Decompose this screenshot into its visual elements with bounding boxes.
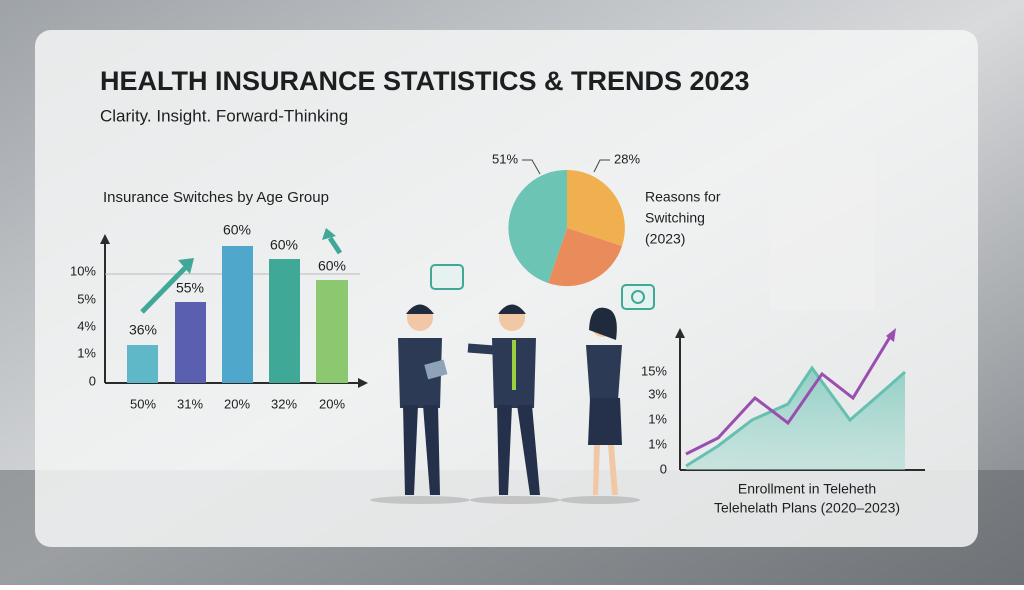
y-label: 3% — [648, 386, 667, 401]
pie-slice — [508, 169, 567, 283]
y-label: 0 — [89, 373, 96, 388]
line-caption: Enrollment in Teleheth — [738, 481, 876, 497]
y-label: 5% — [77, 291, 96, 306]
pie-label: 51% — [492, 151, 518, 166]
purple-line — [685, 331, 895, 456]
trend-arrows — [140, 228, 343, 314]
y-label: 0 — [660, 461, 667, 476]
x-label: 20% — [224, 396, 250, 411]
pie-slice — [567, 170, 625, 246]
y-label: 4% — [77, 318, 96, 333]
pie-slice — [548, 228, 622, 287]
x-label: 50% — [130, 396, 156, 411]
y-label: 1% — [648, 436, 667, 451]
pie-caption: Switching — [645, 210, 705, 226]
bar-title: Insurance Switches by Age Group — [103, 189, 329, 206]
area-fill — [686, 368, 905, 470]
bar — [316, 280, 348, 383]
bar — [222, 246, 253, 383]
x-label: 20% — [319, 396, 345, 411]
bars — [127, 246, 348, 383]
bar-label: 36% — [129, 322, 157, 338]
x-label: 32% — [271, 396, 297, 411]
bar — [127, 345, 158, 383]
card — [35, 30, 978, 547]
bar-label: 60% — [270, 237, 298, 253]
pie — [508, 169, 625, 287]
bar — [269, 259, 300, 383]
line-caption: Telehelath Plans (2020–2023) — [714, 500, 900, 516]
bar-label: 55% — [176, 280, 204, 296]
y-label: 1% — [77, 345, 96, 360]
pie-caption: (2023) — [645, 231, 685, 247]
leader-line — [522, 159, 541, 175]
people — [370, 264, 655, 504]
arrow-head — [886, 328, 896, 342]
y-label: 1% — [648, 411, 667, 426]
y-label: 15% — [641, 363, 667, 378]
bar — [175, 302, 206, 383]
pie-caption: Reasons for — [645, 189, 721, 205]
bar-label: 60% — [318, 258, 346, 274]
y-label: 10% — [70, 263, 96, 278]
teal-line — [685, 365, 906, 468]
pie-label: 28% — [614, 151, 640, 166]
subtitle: Clarity. Insight. Forward-Thinking — [100, 106, 348, 125]
x-label: 31% — [177, 396, 203, 411]
leader-line — [593, 159, 610, 173]
bar-label: 60% — [223, 222, 251, 238]
title: HEALTH INSURANCE STATISTICS & TRENDS 202… — [100, 66, 750, 96]
